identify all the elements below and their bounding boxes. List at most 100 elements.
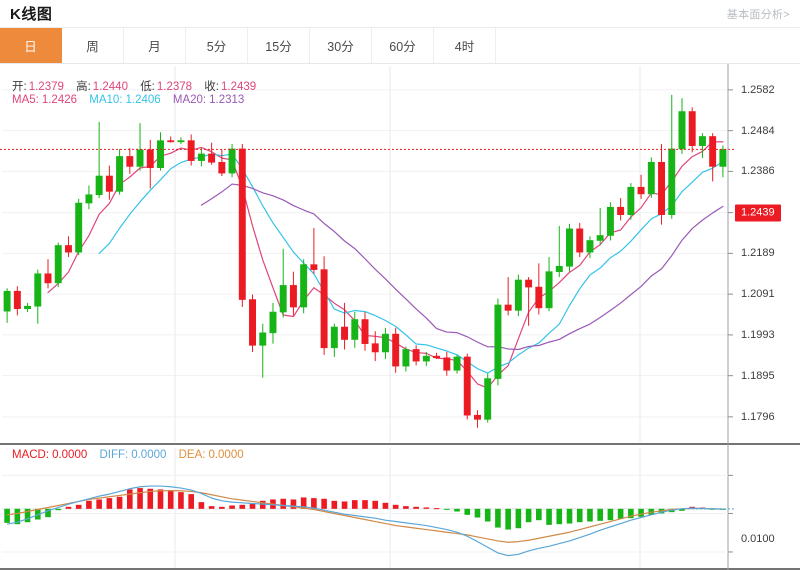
macd-bar bbox=[157, 489, 164, 509]
candle-body bbox=[719, 149, 727, 167]
candle-body bbox=[392, 333, 400, 367]
tab-label: 月 bbox=[148, 40, 161, 54]
macd-bar bbox=[75, 504, 82, 509]
candle-body bbox=[126, 156, 134, 167]
macd-bar bbox=[14, 508, 21, 525]
tab-label: 15分 bbox=[265, 40, 292, 54]
dea-line bbox=[7, 490, 723, 543]
macd-bar bbox=[638, 508, 644, 517]
macd-bar bbox=[454, 508, 460, 512]
candle-body bbox=[433, 355, 441, 359]
candle-body bbox=[238, 148, 246, 300]
macd-bar bbox=[208, 506, 215, 509]
vertical-gridlines bbox=[174, 66, 641, 568]
candle-body bbox=[44, 273, 52, 284]
candle-body bbox=[228, 148, 236, 174]
candle-body bbox=[381, 333, 389, 353]
candle-body bbox=[187, 140, 195, 161]
macd-bar bbox=[484, 508, 491, 522]
current-price-badge: 1.2439 bbox=[735, 204, 781, 222]
macd-bar bbox=[587, 508, 593, 522]
macd-lines bbox=[6, 485, 734, 557]
candle-body bbox=[463, 356, 471, 416]
macd-bar bbox=[321, 498, 327, 509]
candle-body bbox=[627, 186, 635, 215]
macd-bar bbox=[239, 504, 246, 509]
panel-separator bbox=[0, 64, 800, 570]
macd-bar bbox=[4, 508, 10, 523]
tab-0[interactable]: 日 bbox=[0, 28, 62, 63]
tab-label: 5分 bbox=[206, 40, 227, 54]
background-rect bbox=[0, 64, 800, 570]
macd-bar bbox=[290, 499, 297, 509]
kline-chart-canvas[interactable] bbox=[0, 64, 800, 570]
macd-bar bbox=[372, 500, 379, 509]
candle-body bbox=[647, 161, 655, 195]
candle-body bbox=[606, 206, 614, 236]
candle-body bbox=[576, 228, 584, 253]
candle-body bbox=[361, 319, 369, 344]
candle-body bbox=[443, 357, 451, 371]
tab-1[interactable]: 周 bbox=[62, 28, 124, 63]
macd-bar bbox=[362, 500, 368, 509]
macd-bar bbox=[546, 508, 552, 525]
macd-bar bbox=[106, 498, 113, 509]
macd-bar bbox=[536, 508, 542, 521]
page-title: K线图 bbox=[10, 6, 53, 23]
candle-body bbox=[85, 194, 93, 204]
chart-background bbox=[0, 64, 800, 570]
candle-body bbox=[494, 304, 502, 379]
macd-bar bbox=[116, 496, 123, 509]
candle-body bbox=[330, 326, 338, 349]
macd-bar bbox=[259, 500, 266, 509]
candle-body bbox=[535, 286, 543, 309]
candlesticks bbox=[3, 94, 727, 428]
candle-body bbox=[208, 153, 216, 163]
candle-body bbox=[64, 245, 72, 253]
macd-bar bbox=[300, 497, 307, 509]
tab-label: 60分 bbox=[389, 40, 416, 54]
macd-bar bbox=[229, 505, 235, 509]
macd-bar bbox=[382, 502, 389, 509]
tab-4[interactable]: 15分 bbox=[248, 28, 310, 63]
macd-bar bbox=[464, 508, 471, 515]
tab-5[interactable]: 30分 bbox=[310, 28, 372, 63]
candle-body bbox=[637, 186, 645, 195]
candle-body bbox=[116, 156, 124, 192]
candle-body bbox=[698, 136, 706, 146]
ma20-line bbox=[200, 183, 724, 351]
fundamental-analysis-link[interactable]: 基本面分析> bbox=[726, 8, 790, 21]
candle-body bbox=[453, 356, 461, 371]
tab-2[interactable]: 月 bbox=[124, 28, 186, 63]
candle-body bbox=[678, 111, 686, 150]
candle-body bbox=[320, 269, 328, 349]
candle-body bbox=[197, 153, 205, 161]
tab-3[interactable]: 5分 bbox=[186, 28, 248, 63]
macd-bar bbox=[311, 498, 317, 509]
candle-body bbox=[54, 245, 62, 284]
macd-bar bbox=[403, 506, 409, 509]
tab-label: 30分 bbox=[327, 40, 354, 54]
macd-bar bbox=[96, 499, 102, 509]
candle-body bbox=[658, 161, 666, 215]
candle-body bbox=[249, 299, 256, 346]
macd-bar bbox=[24, 508, 31, 523]
macd-bar bbox=[45, 508, 51, 518]
macd-bar bbox=[249, 503, 256, 509]
candle-body bbox=[371, 343, 379, 353]
candle-body bbox=[157, 140, 164, 168]
macd-bar bbox=[597, 508, 603, 521]
tab-6[interactable]: 60分 bbox=[372, 28, 434, 63]
candle-body bbox=[514, 279, 522, 311]
tab-label: 4时 bbox=[454, 40, 475, 54]
macd-bar bbox=[178, 492, 184, 509]
macd-bar bbox=[515, 508, 522, 529]
macd-bar bbox=[351, 500, 358, 509]
candle-body bbox=[668, 148, 676, 215]
candle-body bbox=[75, 202, 83, 253]
tab-7[interactable]: 4时 bbox=[434, 28, 496, 63]
price-gridlines bbox=[2, 89, 732, 418]
macd-bar bbox=[219, 506, 225, 509]
macd-bar bbox=[720, 508, 726, 510]
macd-bar bbox=[55, 508, 62, 511]
